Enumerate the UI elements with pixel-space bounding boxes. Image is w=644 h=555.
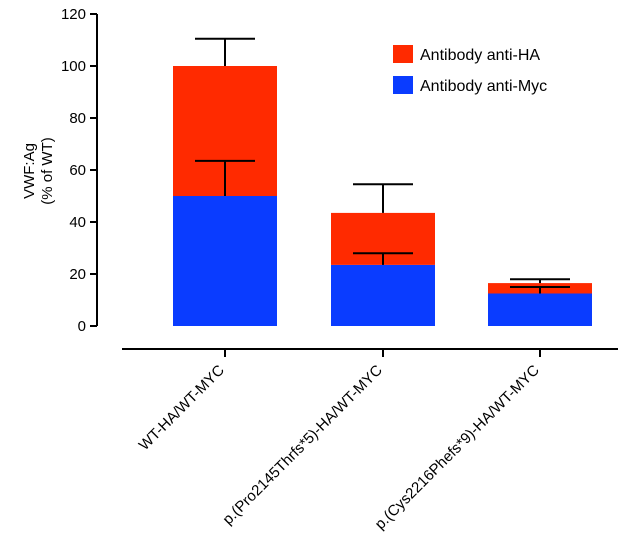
y-axis-title-line-2: (% of WT) <box>39 137 56 205</box>
bar-myc-0 <box>173 196 277 326</box>
legend-swatch-1 <box>393 76 413 94</box>
x-category-label-0: WT-HA/WT-MYC <box>136 362 228 454</box>
legend-swatch-0 <box>393 45 413 63</box>
x-category-label-2: p.(Cys2216Phefs*9)-HA/WT-MYC <box>372 362 543 533</box>
legend-label-1: Antibody anti-Myc <box>420 78 547 95</box>
bar-myc-2 <box>488 293 592 326</box>
y-tick-label-60: 60 <box>69 162 86 179</box>
y-tick-label-40: 40 <box>69 214 86 231</box>
bar-myc-1 <box>331 264 435 326</box>
x-category-label-1: p.(Pro2145Thrfs*5)-HA/WT-MYC <box>219 362 386 529</box>
y-tick-label-80: 80 <box>69 110 86 127</box>
y-tick-label-20: 20 <box>69 266 86 283</box>
legend-label-0: Antibody anti-HA <box>420 47 540 64</box>
y-tick-label-0: 0 <box>78 318 86 335</box>
y-tick-label-120: 120 <box>61 6 86 23</box>
y-tick-label-100: 100 <box>61 58 86 75</box>
y-axis-title-line-1: VWF:Ag <box>21 143 38 199</box>
